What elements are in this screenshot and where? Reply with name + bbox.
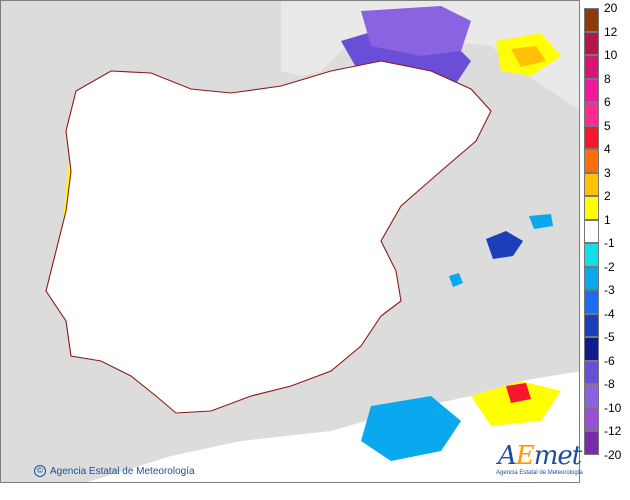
- legend-swatch: [584, 243, 599, 267]
- credit-line: © Agencia Estatal de Meteorología: [34, 465, 195, 477]
- legend-swatch: [584, 102, 599, 126]
- legend-label: 3: [604, 165, 611, 180]
- legend-label: 1: [604, 212, 611, 227]
- legend-swatch: [584, 172, 599, 196]
- legend-swatch: [584, 55, 599, 79]
- legend-label: -20: [604, 447, 622, 462]
- legend-label: -1: [604, 236, 615, 250]
- legend-label: -5: [604, 330, 615, 344]
- legend-swatch: [584, 219, 599, 243]
- legend-label: -10: [604, 400, 622, 415]
- france-land: [281, 1, 579, 110]
- legend-label: 10: [604, 48, 618, 62]
- legend-label: -2: [604, 259, 615, 274]
- legend-swatch: [584, 196, 599, 220]
- mallorca: [486, 231, 523, 259]
- legend-label: 5: [604, 118, 611, 133]
- legend-label: -3: [604, 283, 615, 297]
- legend-swatch: [584, 431, 599, 455]
- legend-label: -4: [604, 306, 615, 321]
- legend-label: 6: [604, 95, 611, 109]
- copyright-icon: ©: [34, 465, 46, 477]
- legend-label: -8: [604, 377, 615, 391]
- legend-swatch: [584, 31, 599, 55]
- legend-swatch: [584, 266, 599, 290]
- legend-label: -12: [604, 424, 622, 438]
- ibiza: [449, 273, 463, 287]
- legend-swatch: [584, 384, 599, 408]
- aemet-logo: AEmet Agencia Estatal de Meteorología: [496, 441, 583, 476]
- legend-swatch: [584, 125, 599, 149]
- legend-swatch: [584, 149, 599, 173]
- color-legend: 20 12 10 8 6 5 4 3 2 1 -1 -2 -3 -4 -5 -6 -8 -10 -12 -20: [584, 2, 628, 478]
- credit-text: Agencia Estatal de Meteorología: [50, 465, 195, 477]
- legend-swatch: [584, 407, 599, 431]
- legend-swatch: [584, 360, 599, 384]
- legend-label: -6: [604, 353, 615, 368]
- africa-warm: [471, 381, 561, 426]
- map-canvas: [1, 1, 579, 482]
- temperature-map: [0, 0, 580, 483]
- legend-label: 20: [604, 1, 618, 15]
- legend-label: 8: [604, 71, 611, 86]
- logo-subtitle: Agencia Estatal de Meteorología: [496, 470, 583, 476]
- legend-swatch: [584, 337, 599, 361]
- catalonia-warmer: [511, 46, 546, 67]
- legend-label: 12: [604, 24, 618, 39]
- legend-label: 2: [604, 189, 611, 203]
- legend-label: 4: [604, 142, 611, 156]
- africa-cold: [361, 396, 461, 461]
- legend-swatch: [584, 78, 599, 102]
- menorca: [529, 214, 553, 229]
- legend-swatch: [584, 8, 599, 32]
- legend-swatch: [584, 313, 599, 337]
- legend-swatch: [584, 290, 599, 314]
- pyrenees-deep: [361, 6, 471, 56]
- africa-hot: [506, 383, 531, 403]
- africa-land: [87, 371, 579, 482]
